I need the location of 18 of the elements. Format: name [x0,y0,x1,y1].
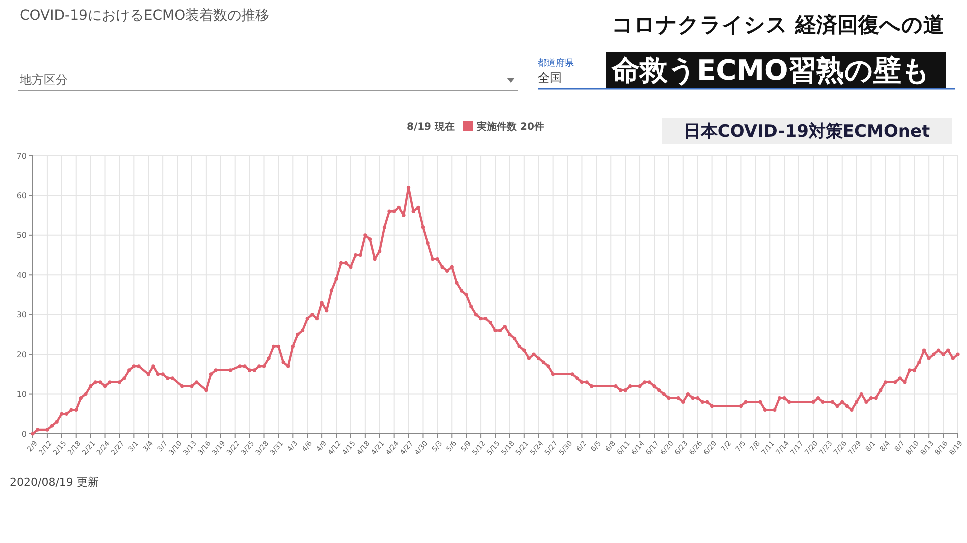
text: 日本COVID-19対策ECMOnet [684,122,930,142]
legend-label: 実施件数 20件 [476,121,544,133]
y-tick-label: 50 [16,231,27,240]
text: コロナクライシス 経済回復への道 [612,13,944,37]
text: 命救うECMO習熟の壁も [611,54,930,87]
legend-title: 8/19 現在 [406,121,455,133]
y-tick-label: 20 [16,350,27,360]
text: 全国 [538,71,562,85]
y-tick-label: 60 [16,192,27,201]
y-tick-label: 40 [16,270,27,280]
y-tick-label: 30 [16,310,27,320]
chart-title: COVID-19におけるECMO装着数の推移 [20,8,270,24]
y-tick-label: 70 [16,152,27,161]
y-tick-label: 10 [16,390,27,400]
text: 2020/08/19 更新 [10,476,99,489]
y-tick-label: 0 [22,430,27,439]
text: 地方区分 [19,73,68,87]
text: 都道府県 [538,58,574,69]
